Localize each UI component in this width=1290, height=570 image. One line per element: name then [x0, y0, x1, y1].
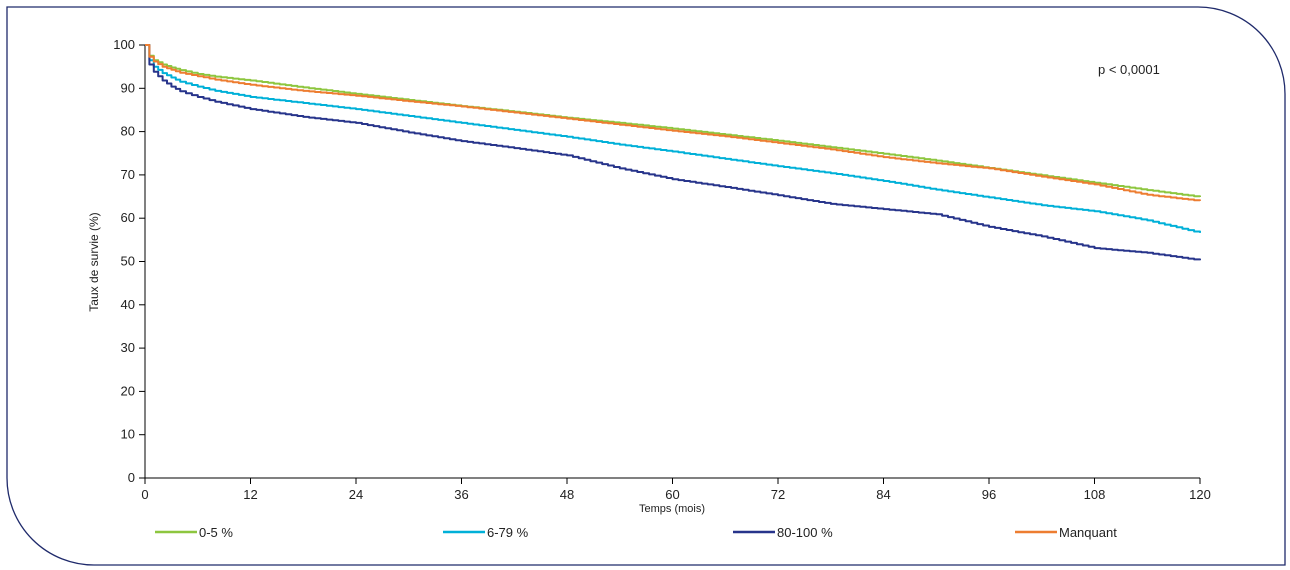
y-axis: 0 10 20 30 40 50 60 70 80 90 100 — [113, 37, 146, 485]
series-line-0 — [145, 44, 1201, 198]
y-tick-label: 30 — [121, 340, 135, 355]
y-tick-label: 0 — [128, 470, 135, 485]
y-tick-label: 50 — [121, 254, 135, 269]
x-tick-label: 120 — [1189, 487, 1211, 502]
p-value-annotation: p < 0,0001 — [1098, 62, 1160, 77]
y-tick-label: 80 — [121, 124, 135, 139]
y-tick-label: 90 — [121, 80, 135, 95]
chart-frame — [6, 6, 1286, 566]
x-tick-label: 0 — [141, 487, 148, 502]
legend-label: 80-100 % — [777, 525, 833, 540]
y-tick-label: 70 — [121, 167, 135, 182]
legend-label: 0-5 % — [199, 525, 233, 540]
x-tick-label: 84 — [876, 487, 890, 502]
legend-label: Manquant — [1059, 525, 1117, 540]
x-tick-label: 48 — [560, 487, 574, 502]
legend-label: 6-79 % — [487, 525, 529, 540]
x-tick-label: 108 — [1084, 487, 1106, 502]
series-group — [145, 44, 1201, 261]
y-tick-label: 10 — [121, 427, 135, 442]
x-tick-label: 96 — [982, 487, 996, 502]
x-tick-label: 24 — [349, 487, 363, 502]
y-axis-title: Taux de survie (%) — [87, 212, 101, 311]
y-tick-label: 40 — [121, 297, 135, 312]
x-tick-label: 72 — [771, 487, 785, 502]
legend: 0-5 % 6-79 % 80-100 % Manquant — [155, 525, 1117, 540]
x-tick-label: 60 — [665, 487, 679, 502]
y-tick-label: 20 — [121, 383, 135, 398]
x-axis: 0 12 24 36 48 60 72 84 96 108 120 — [141, 477, 1211, 502]
y-tick-label: 60 — [121, 210, 135, 225]
series-line-2 — [145, 44, 1201, 261]
x-tick-label: 12 — [243, 487, 257, 502]
series-line-3 — [145, 44, 1201, 202]
x-tick-label: 36 — [454, 487, 468, 502]
series-line-1 — [145, 44, 1201, 233]
y-tick-label: 100 — [113, 37, 135, 52]
x-axis-title: Temps (mois) — [639, 503, 705, 515]
